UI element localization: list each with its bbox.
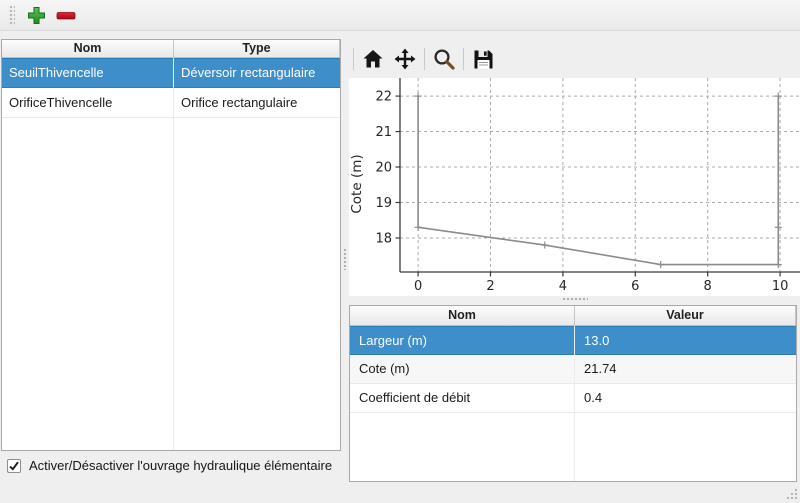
home-button[interactable]	[357, 45, 389, 73]
enable-structure-row[interactable]: Activer/Désactiver l'ouvrage hydraulique…	[7, 458, 332, 473]
splitter-handle-vertical[interactable]	[343, 248, 347, 270]
remove-button[interactable]	[53, 2, 79, 28]
toolbar-separator	[424, 48, 425, 70]
properties-table: Nom Valeur Largeur (m) 13.0 Cote (m) 21.74 C…	[349, 305, 797, 482]
properties-table-body: Largeur (m) 13.0 Cote (m) 21.74 Coefficient …	[350, 326, 796, 413]
toolbar-drag-handle[interactable]	[8, 4, 15, 26]
zoom-button[interactable]	[428, 45, 460, 73]
column-divider	[173, 58, 174, 450]
structure-row[interactable]: SeuilThivencelle Déversoir rectangulaire	[2, 58, 340, 88]
property-name-cell[interactable]: Largeur (m)	[350, 327, 575, 354]
zoom-icon	[433, 48, 455, 70]
column-header-nom[interactable]: Nom	[350, 306, 575, 326]
add-button[interactable]	[23, 2, 49, 28]
column-divider	[574, 326, 575, 481]
structures-table-header: Nom Type	[2, 40, 340, 58]
properties-table-header: Nom Valeur	[350, 306, 796, 326]
toolbar-separator	[353, 48, 354, 70]
svg-text:0: 0	[414, 279, 422, 294]
checkbox-label: Activer/Désactiver l'ouvrage hydraulique…	[29, 458, 333, 473]
svg-text:Cote (m): Cote (m)	[349, 154, 365, 213]
minus-icon	[56, 11, 76, 19]
property-value-cell[interactable]: 21.74	[584, 361, 617, 376]
home-icon	[363, 50, 383, 68]
column-header-nom[interactable]: Nom	[2, 40, 174, 58]
pan-button[interactable]	[389, 45, 421, 73]
column-header-valeur[interactable]: Valeur	[575, 306, 796, 326]
structures-table-body: SeuilThivencelle Déversoir rectangulaire O…	[2, 58, 340, 118]
structure-row[interactable]: OrificeThivencelle Orifice rectangulaire	[2, 88, 340, 118]
pan-icon	[394, 48, 416, 70]
svg-text:6: 6	[631, 279, 639, 294]
save-button[interactable]	[467, 45, 499, 73]
property-row[interactable]: Largeur (m) 13.0	[350, 326, 796, 355]
property-name-cell[interactable]: Coefficient de débit	[350, 384, 575, 412]
structure-type-cell[interactable]: Orifice rectangulaire	[181, 95, 298, 110]
toolbar-separator	[463, 48, 464, 70]
property-value-cell[interactable]: 0.4	[584, 390, 603, 405]
checkmark-icon	[9, 461, 19, 471]
save-icon	[474, 50, 492, 68]
property-name-cell[interactable]: Cote (m)	[350, 355, 575, 383]
structure-name-cell[interactable]: SeuilThivencelle	[2, 59, 174, 87]
svg-text:8: 8	[704, 279, 712, 294]
property-row[interactable]: Cote (m) 21.74	[350, 355, 796, 384]
structure-type-cell[interactable]: Déversoir rectangulaire	[181, 65, 316, 80]
property-row[interactable]: Coefficient de débit 0.4	[350, 384, 796, 413]
enable-structure-checkbox[interactable]	[7, 458, 21, 473]
column-header-type[interactable]: Type	[174, 40, 340, 58]
main-toolbar	[0, 0, 800, 31]
svg-text:19: 19	[375, 196, 392, 211]
window-resize-grip[interactable]	[785, 487, 798, 500]
svg-text:20: 20	[375, 161, 392, 176]
chart-canvas[interactable]: 0 2 4 6 8 10 18 19 20 21 22 Cote (m)	[349, 78, 800, 296]
structure-name-cell[interactable]: OrificeThivencelle	[2, 88, 174, 117]
plot-toolbar	[350, 44, 499, 74]
plus-icon	[27, 6, 45, 24]
svg-text:2: 2	[486, 279, 494, 294]
splitter-handle-horizontal[interactable]	[562, 297, 588, 302]
resize-grip-icon	[786, 488, 798, 500]
structures-table: Nom Type SeuilThivencelle Déversoir recta…	[1, 39, 341, 451]
property-value-cell[interactable]: 13.0	[584, 333, 610, 348]
profile-chart[interactable]: 0 2 4 6 8 10 18 19 20 21 22 Cote (m)	[349, 78, 800, 296]
svg-text:21: 21	[375, 125, 392, 140]
svg-text:22: 22	[375, 90, 392, 105]
svg-text:4: 4	[559, 279, 567, 294]
svg-text:18: 18	[375, 231, 392, 246]
svg-text:10: 10	[772, 279, 789, 294]
